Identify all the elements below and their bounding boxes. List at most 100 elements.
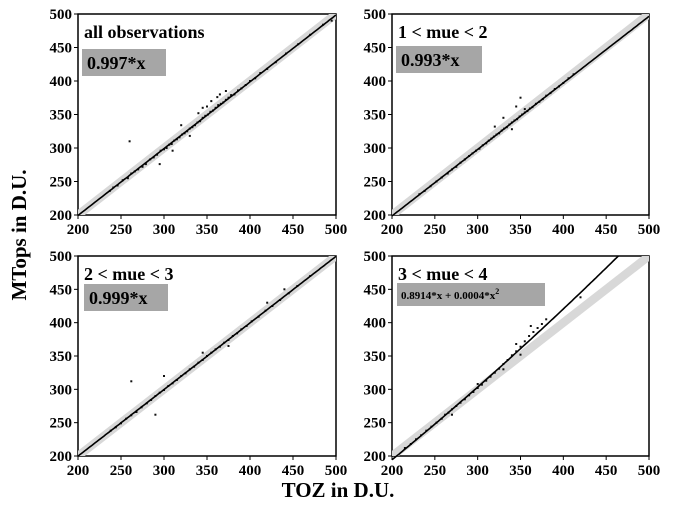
y-tick-label: 300	[364, 382, 387, 398]
fit-label-main: 0.8914*x + 0.0004*x	[401, 290, 496, 302]
y-tick-label: 250	[364, 416, 387, 432]
data-point	[529, 325, 532, 327]
fit-label: 0.8914*x + 0.0004*x2	[401, 287, 499, 302]
x-tick-label: 250	[424, 463, 447, 479]
y-tick-label: 400	[364, 74, 387, 90]
y-tick-label: 300	[50, 141, 73, 157]
x-tick-label: 250	[424, 222, 447, 238]
data-point	[224, 90, 227, 92]
data-point	[216, 96, 219, 99]
x-tick-label: 350	[509, 222, 532, 238]
y-tick-label: 350	[364, 108, 387, 124]
data-point	[218, 93, 221, 96]
x-tick-label: 450	[595, 463, 618, 479]
data-point	[188, 134, 191, 137]
y-tick-label: 200	[50, 449, 73, 465]
panel-title: 2 < mue < 3	[84, 264, 174, 284]
x-tick-label: 400	[552, 222, 575, 238]
fit-line	[391, 15, 650, 217]
fit-label-superscript: 2	[495, 287, 499, 296]
y-tick-label: 500	[50, 7, 73, 23]
data-point	[144, 163, 147, 166]
y-axis-title: MTops in D.U.	[7, 169, 31, 300]
data-point	[472, 391, 475, 393]
y-tick-label: 400	[50, 74, 73, 90]
x-tick-label: 350	[196, 463, 219, 479]
data-point	[502, 368, 505, 371]
data-point	[227, 345, 230, 347]
data-point	[141, 165, 144, 168]
data-point	[126, 177, 129, 180]
data-point	[579, 296, 582, 299]
data-point	[283, 288, 286, 291]
fit-label-box	[396, 46, 482, 73]
y-tick-label: 500	[364, 7, 387, 23]
data-point	[230, 94, 233, 97]
data-point	[197, 112, 200, 115]
panel-0: 200 250 300 350 400 450 500 200 250 300 350 400 450…	[50, 7, 348, 238]
x-tick-label: 450	[282, 463, 305, 479]
panel-1: 200 250 300 350 400 450 500 200 250 300 350 400 450…	[364, 7, 661, 238]
y-tick-label: 350	[50, 349, 73, 365]
x-tick-label: 250	[110, 463, 133, 479]
data-point	[519, 96, 522, 99]
data-point	[528, 335, 531, 337]
data-point	[180, 124, 183, 127]
data-point	[403, 447, 406, 449]
y-tick-label: 200	[364, 208, 387, 224]
data-point	[330, 19, 333, 22]
data-point	[532, 331, 535, 333]
y-tick-label: 450	[50, 41, 73, 57]
data-point	[476, 383, 479, 385]
panel-title: all observations	[84, 22, 205, 42]
y-tick-label: 250	[50, 175, 73, 191]
data-point	[523, 108, 526, 111]
fit-line	[77, 14, 337, 217]
fit-label-box	[397, 283, 545, 306]
x-tick-label: 250	[110, 222, 133, 238]
data-point	[163, 375, 165, 377]
y-tick-label: 250	[364, 175, 387, 191]
data-point	[128, 140, 131, 143]
x-tick-label: 300	[153, 222, 176, 238]
x-tick-label: 200	[67, 463, 90, 479]
data-point	[510, 128, 513, 131]
y-tick-label: 200	[364, 449, 387, 465]
fit-line	[77, 255, 337, 457]
x-tick-label: 400	[552, 463, 575, 479]
x-tick-label: 400	[239, 222, 262, 238]
y-tick-label: 400	[364, 316, 387, 332]
data-point	[170, 143, 173, 145]
y-tick-label: 200	[50, 208, 73, 224]
one-to-one-band	[392, 14, 649, 215]
x-tick-label: 300	[153, 463, 176, 479]
data-point	[523, 340, 526, 343]
x-tick-label: 500	[638, 463, 661, 479]
data-point	[480, 383, 483, 386]
y-tick-label: 450	[364, 282, 387, 298]
data-point	[515, 105, 518, 108]
x-tick-label: 200	[67, 222, 90, 238]
data-point	[266, 301, 269, 304]
x-tick-label: 500	[638, 222, 661, 238]
data-point	[165, 147, 168, 149]
fit-line	[391, 255, 620, 461]
data-point	[510, 354, 513, 357]
x-tick-label: 350	[509, 463, 532, 479]
data-point	[171, 149, 174, 152]
data-point	[210, 100, 213, 103]
y-tick-label: 500	[50, 249, 73, 265]
fit-label: 0.997*x	[87, 53, 146, 73]
x-tick-label: 350	[196, 222, 219, 238]
panel-3: 200 250 300 350 400 450 500 200 250 300 350 400 450…	[364, 249, 661, 479]
data-point	[515, 350, 518, 353]
x-tick-label: 300	[466, 222, 489, 238]
x-tick-label: 200	[381, 463, 404, 479]
data-point	[201, 351, 204, 354]
data-point	[545, 318, 548, 321]
data-point	[502, 116, 505, 119]
data-point	[201, 106, 204, 109]
x-axis-title: TOZ in D.U.	[282, 478, 395, 502]
data-point	[515, 343, 518, 345]
